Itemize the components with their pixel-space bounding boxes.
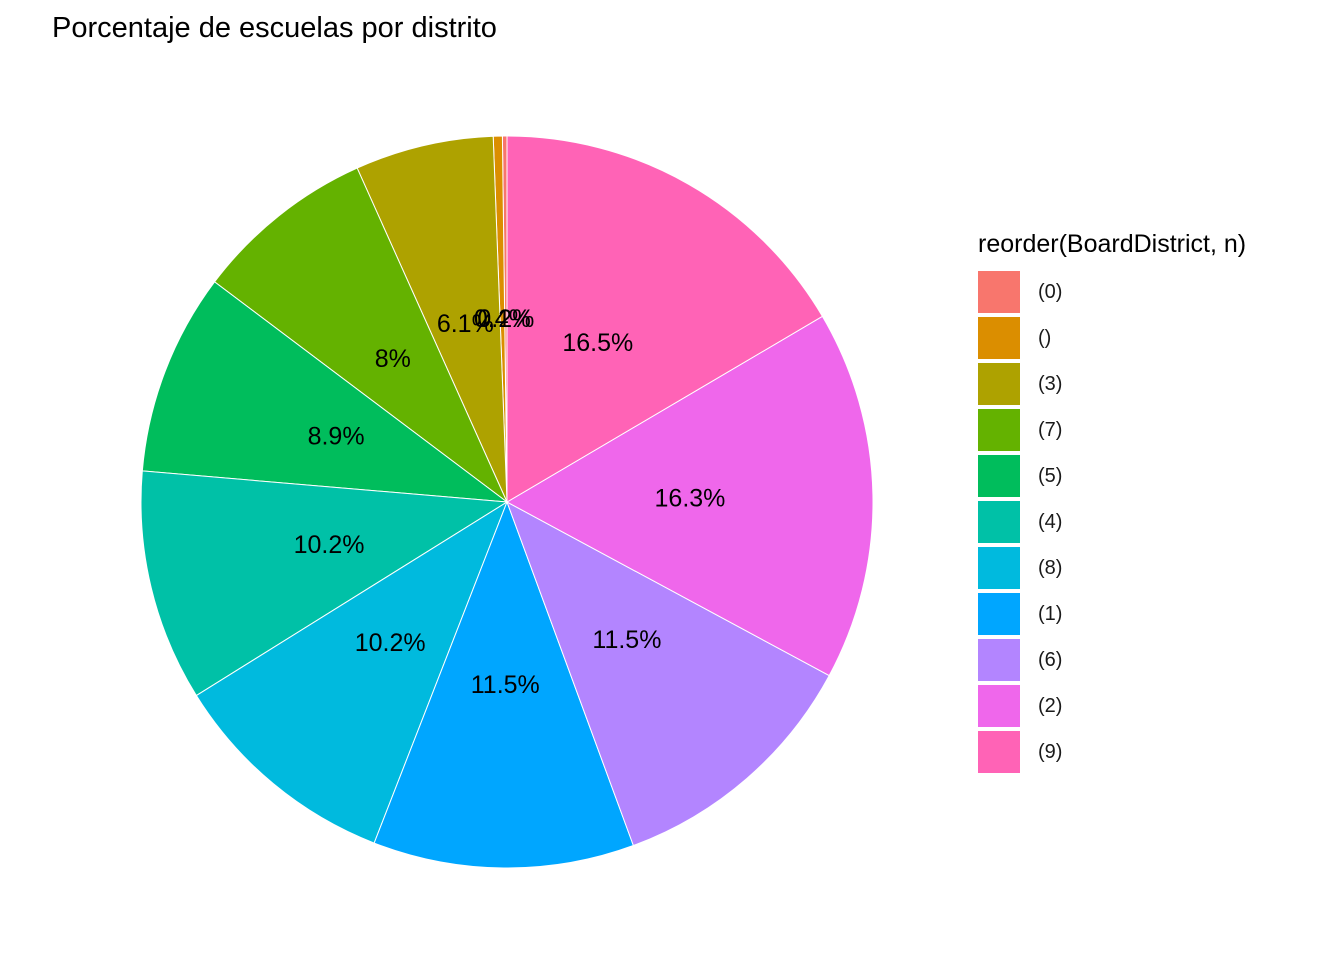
legend-key — [978, 593, 1020, 635]
legend-label: (3) — [1038, 372, 1063, 395]
legend-item: (7) — [978, 407, 1246, 453]
legend-item: (1) — [978, 591, 1246, 637]
legend-key — [978, 547, 1020, 589]
legend-label: (8) — [1038, 556, 1063, 579]
legend-label: (7) — [1038, 418, 1063, 441]
legend-label: (1) — [1038, 602, 1063, 625]
legend-label: (0) — [1038, 280, 1063, 303]
slice-label: 11.5% — [592, 626, 661, 654]
legend-key — [978, 317, 1020, 359]
slice-label: 16.3% — [655, 485, 726, 513]
pie-chart: 0.2%0.4%6.1% 8% 8.9% 10.2% 10.2% 11.5% 11.5% 16… — [140, 135, 874, 869]
slice-label: 0.2% — [477, 305, 534, 333]
legend-key — [978, 501, 1020, 543]
pie-slice — [141, 281, 509, 503]
legend-title: reorder(BoardDistrict, n) — [978, 230, 1247, 258]
legend: reorder(BoardDistrict, n) (0) () (3) (7) (5)… — [978, 230, 1246, 775]
legend-label: (6) — [1038, 648, 1063, 671]
legend-key — [978, 731, 1020, 773]
legend-items: (0) () (3) (7) (5) (4) (8) (1) (6) (2) (9) — [978, 269, 1246, 775]
pie-slice — [140, 470, 509, 697]
slice-label: 6.1% — [437, 310, 494, 338]
legend-item: (2) — [978, 683, 1246, 729]
slice-label: 8.9% — [308, 423, 365, 451]
legend-key — [978, 455, 1020, 497]
pie-slice — [195, 500, 509, 844]
legend-item: (3) — [978, 361, 1246, 407]
legend-label: (4) — [1038, 510, 1063, 533]
legend-key — [978, 409, 1020, 451]
chart-title: Porcentaje de escuelas por distrito — [52, 12, 497, 44]
slice-label: 10.2% — [294, 531, 365, 559]
legend-item: (6) — [978, 637, 1246, 683]
legend-label: (5) — [1038, 464, 1063, 487]
legend-key — [978, 685, 1020, 727]
pie-slice — [506, 500, 830, 847]
legend-item: (4) — [978, 499, 1246, 545]
pie-slice — [505, 315, 874, 677]
slice-label: 16.5% — [562, 329, 633, 357]
legend-label: (9) — [1038, 740, 1063, 763]
legend-label: () — [1038, 326, 1052, 349]
legend-key — [978, 639, 1020, 681]
slice-label: 11.5% — [471, 671, 540, 699]
pie-slice — [373, 500, 635, 869]
legend-key — [978, 363, 1020, 405]
slice-label: 10.2% — [355, 629, 426, 657]
legend-item: (0) — [978, 269, 1246, 315]
pie-slice — [356, 135, 508, 503]
legend-key — [978, 271, 1020, 313]
legend-item: (8) — [978, 545, 1246, 591]
legend-item: (9) — [978, 729, 1246, 775]
pie-slice — [506, 135, 824, 503]
slice-label: 0.4% — [474, 305, 531, 333]
legend-item: () — [978, 315, 1246, 361]
slice-label: 8% — [375, 345, 411, 373]
legend-item: (5) — [978, 453, 1246, 499]
pie-slice — [213, 167, 508, 503]
legend-label: (2) — [1038, 694, 1063, 717]
